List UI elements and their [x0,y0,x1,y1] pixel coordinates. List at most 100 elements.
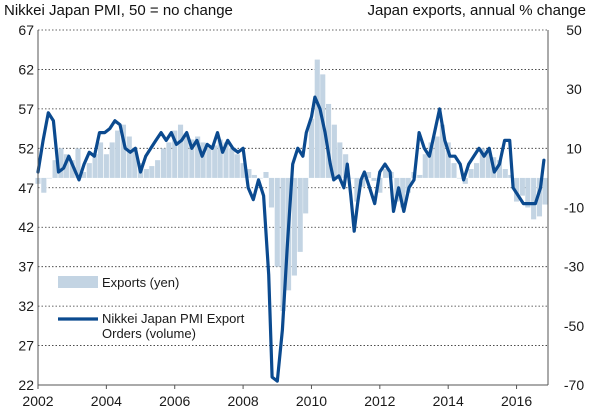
exports-bar [132,148,138,178]
exports-bar [360,177,366,187]
x-tick-label: 2010 [296,393,327,409]
chart-title-right: Japan exports, annual % change [367,2,587,19]
legend-label-pmi: Nikkei Japan PMI Export Orders (volume) [102,311,245,341]
legend-label-exports: Exports (yen) [102,275,179,290]
y-left-tick-label: 42 [18,219,34,235]
exports-bar [348,177,355,179]
exports-bar [308,118,315,178]
exports-bar [149,166,155,178]
exports-bar [166,142,172,178]
exports-bar [479,148,485,178]
exports-bar [405,177,411,193]
exports-bar [377,177,383,193]
exports-bar [41,177,47,193]
exports-bar [439,124,445,178]
exports-bar [280,177,286,312]
exports-bar [428,142,434,178]
exports-bar [52,160,58,178]
exports-bar [502,169,508,178]
exports-bar [223,142,229,178]
exports-bar [103,154,109,178]
x-tick-label: 2008 [228,393,259,409]
exports-bar [109,142,115,178]
x-tick-label: 2016 [501,393,532,409]
exports-bar [531,177,537,220]
exports-bar [383,169,389,178]
y-right-tick-label: -70 [564,377,584,393]
exports-bar [206,148,212,178]
exports-bar [120,124,127,178]
y-right-tick-label: -10 [564,200,584,216]
exports-bar [246,169,252,178]
chart-title-left: Nikkei Japan PMI, 50 = no change [4,2,233,19]
y-left-tick-label: 67 [18,22,34,38]
exports-bar [229,148,235,178]
exports-bar [303,177,309,214]
x-tick-label: 2004 [91,393,122,409]
exports-bar [274,177,280,267]
x-tick-label: 2002 [22,393,53,409]
exports-bar [86,163,92,178]
exports-bar [155,160,161,178]
legend: Exports (yen) Nikkei Japan PMI Export Orde… [58,275,245,341]
y-left-tick-label: 57 [18,101,34,117]
exports-bar [513,177,520,202]
exports-bar [400,177,406,208]
pmi-line [36,95,546,383]
exports-bar [217,139,223,178]
exports-bar [183,133,189,178]
exports-bar [97,142,104,178]
exports-bar [291,177,297,276]
x-tick-label: 2006 [159,393,190,409]
exports-bar [234,154,240,178]
exports-bar [195,136,201,178]
exports-bar [251,174,257,178]
exports-bar [462,177,468,184]
exports-bar [92,154,98,178]
exports-bar [297,177,303,252]
exports-bar [69,160,75,178]
exports-bar [75,148,81,178]
exports-bar [80,172,87,178]
exports-bar [143,169,149,178]
y-left-tick-label: 62 [18,61,34,77]
exports-bar [536,177,543,217]
exports-bar [63,154,69,178]
x-tick-label: 2012 [364,393,395,409]
exports-bar [496,160,503,178]
exports-bar [337,142,343,178]
y-right-tick-label: -30 [564,259,584,275]
y-right-tick-label: 10 [566,140,582,156]
exports-bar [257,177,263,179]
exports-bar [451,163,457,178]
exports-bar [445,142,451,178]
y-left-tick-label: 47 [18,180,34,196]
exports-bar [485,151,491,178]
exports-bar [519,177,525,196]
y-left-tick-label: 32 [18,298,34,314]
exports-bar [200,142,206,178]
exports-bar [268,177,275,208]
legend-swatch-exports [58,276,98,288]
exports-bar [314,59,320,178]
exports-bar [172,130,178,178]
exports-bar [456,177,463,179]
exports-bar [240,163,246,178]
y-right-tick-label: -50 [564,318,584,334]
exports-bar [434,136,440,178]
exports-bar [115,130,121,178]
exports-bar [542,177,548,205]
pmi-line-layer [36,95,546,383]
exports-bar [371,177,377,181]
exports-bar [417,174,423,178]
exports-bar [263,172,269,178]
exports-bar [325,103,332,178]
x-tick-label: 2014 [433,393,464,409]
y-left-tick-label: 22 [18,377,34,393]
exports-bar [422,154,428,178]
exports-bar [365,172,372,178]
exports-bar [525,177,531,208]
axes: 67 62 57 52 47 42 37 32 27 22 50 30 10 -10 -30 -50 -70 20… [18,22,584,409]
exports-bar [354,177,360,202]
y-left-tick-label: 52 [18,140,34,156]
